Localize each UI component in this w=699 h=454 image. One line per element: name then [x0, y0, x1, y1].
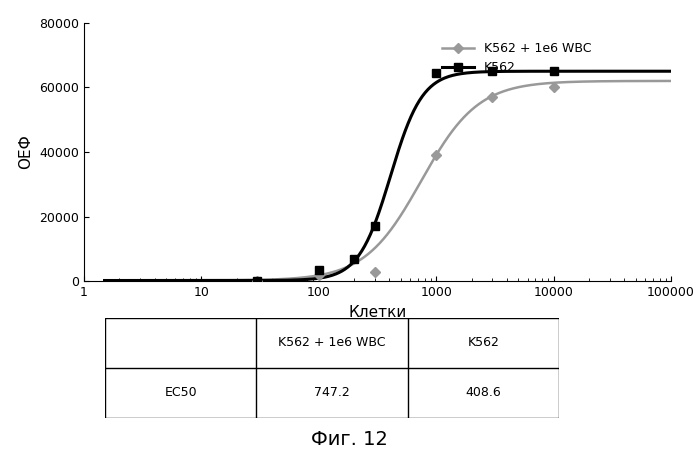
Text: K562 + 1e6 WBC: K562 + 1e6 WBC: [278, 336, 386, 349]
Text: 408.6: 408.6: [466, 386, 501, 399]
X-axis label: Клетки: Клетки: [348, 305, 407, 320]
Text: 747.2: 747.2: [314, 386, 350, 399]
Y-axis label: ОЕФ: ОЕФ: [18, 135, 34, 169]
Text: K562: K562: [468, 336, 499, 349]
Text: Фиг. 12: Фиг. 12: [311, 430, 388, 449]
Legend: K562 + 1e6 WBC, K562: K562 + 1e6 WBC, K562: [442, 42, 591, 74]
Text: EC50: EC50: [164, 386, 197, 399]
